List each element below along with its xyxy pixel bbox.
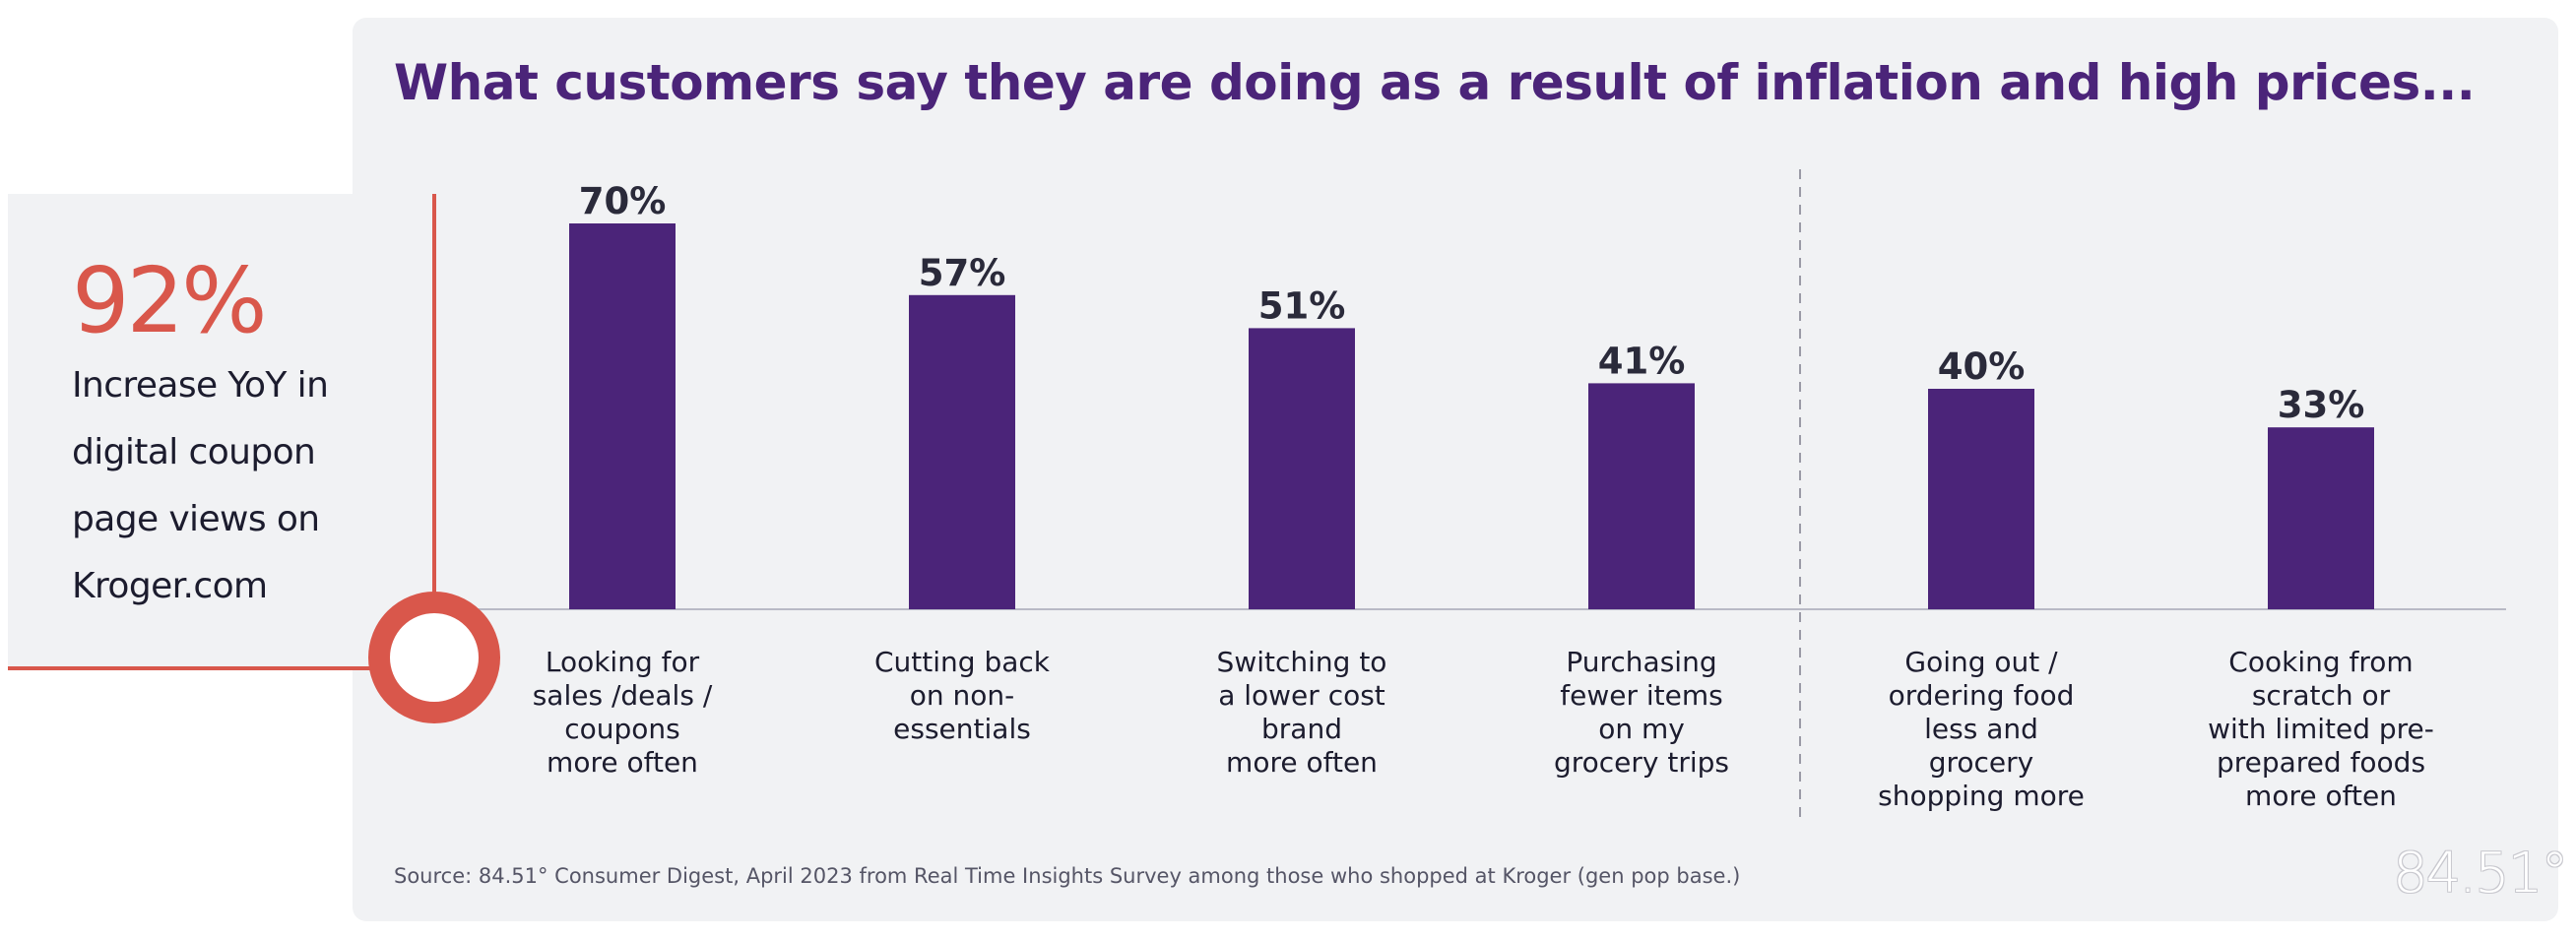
brand-logo: 84.51°: [2393, 842, 2568, 906]
bar-value-label-2: 57%: [919, 252, 1006, 294]
bar-value-label-6: 33%: [2278, 384, 2365, 426]
bar-value-label-4: 41%: [1598, 340, 1686, 382]
category-label-6: Cooking from scratch or with limited pre…: [2208, 646, 2434, 812]
bar-1: [569, 223, 676, 609]
bar-3: [1249, 328, 1355, 609]
bar-value-label-1: 70%: [579, 180, 667, 222]
bar-value-label-3: 51%: [1258, 284, 1346, 327]
category-label-5: Going out / ordering food less and groce…: [1878, 646, 2085, 812]
stat-value: 92%: [72, 248, 267, 353]
category-label-2: Cutting back on non- essentials: [874, 646, 1050, 745]
stat-description: Increase YoY in digital coupon page view…: [72, 365, 329, 606]
category-label-4: Purchasing fewer items on my grocery tri…: [1553, 646, 1730, 779]
source-note: Source: 84.51° Consumer Digest, April 20…: [394, 864, 1741, 888]
chart-title: What customers say they are doing as a r…: [394, 54, 2476, 111]
callout-ring-icon: [368, 592, 500, 723]
category-label-3: Switching to a lower cost brand more oft…: [1216, 646, 1387, 779]
bar-5: [1928, 389, 2034, 609]
bar-2: [909, 294, 1015, 609]
category-label-1: Looking for sales /deals / coupons more …: [532, 646, 713, 779]
bar-value-label-5: 40%: [1938, 345, 2026, 388]
bar-4: [1588, 383, 1695, 609]
stat-callout-box: [8, 194, 353, 668]
chart-panel: [353, 18, 2558, 921]
bar-6: [2268, 427, 2374, 609]
